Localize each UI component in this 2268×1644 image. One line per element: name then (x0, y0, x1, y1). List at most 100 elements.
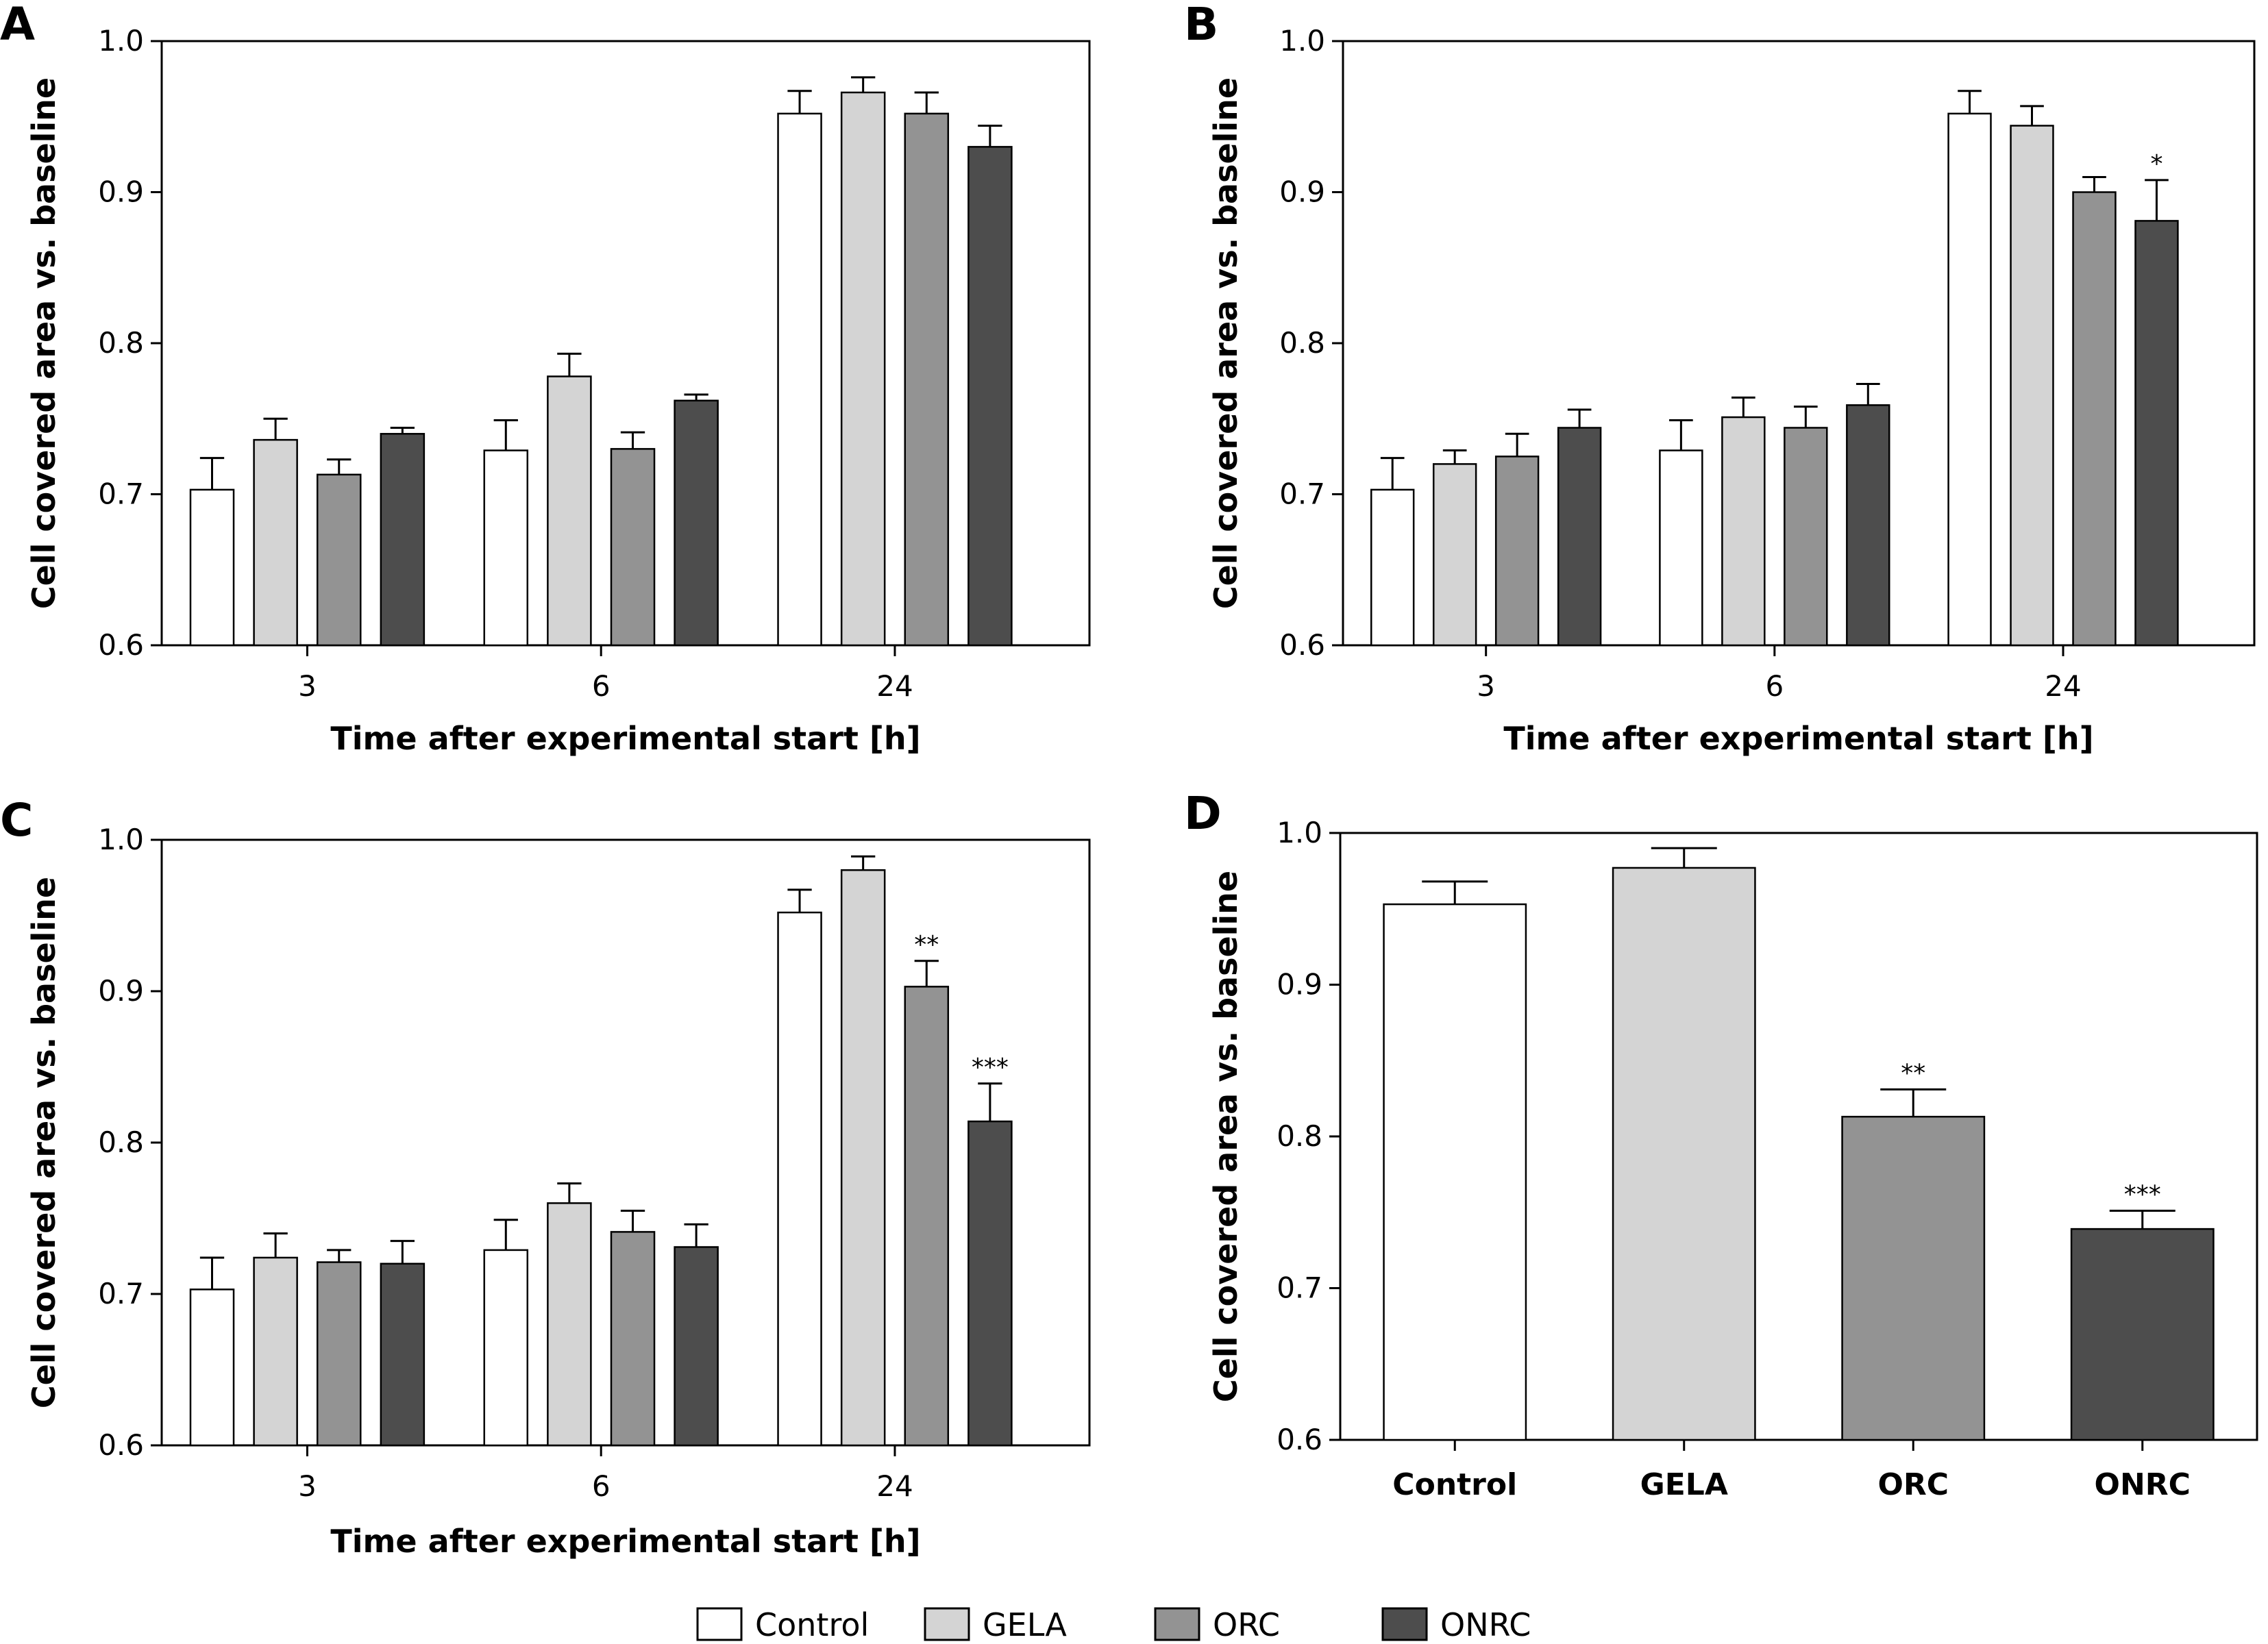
x-tick-label: ORC (1877, 1467, 1949, 1502)
y-tick-label: 0.9 (1277, 968, 1322, 1001)
x-tick-label: 3 (1477, 669, 1495, 703)
panel-letter: A (0, 0, 35, 51)
significance-label: ** (914, 931, 939, 959)
bar (189, 488, 235, 647)
bar (777, 911, 822, 1447)
bar (2134, 220, 2179, 647)
panel-a: A 0.6 0.7 0.8 0.9 1.0 Cell covered area vs. ba… (0, 0, 1091, 757)
bar (1841, 1115, 1986, 1441)
bar (547, 1202, 592, 1447)
bar (1494, 456, 1540, 647)
bar (674, 1246, 719, 1447)
x-axis-label: Time after experimental start [h] (330, 1523, 920, 1560)
panel-d: D 0.6 0.7 0.8 0.9 1.0 Cell covered area vs. ba… (1184, 787, 2258, 1502)
y-axis-label: Cell covered area vs. baseline (25, 77, 62, 609)
bar (2070, 1228, 2215, 1441)
bar (316, 473, 362, 647)
bar (483, 1249, 529, 1447)
x-tick-label: Control (1392, 1467, 1517, 1502)
y-tick-label: 1.0 (1279, 24, 1325, 58)
bar (316, 1261, 362, 1447)
bar (380, 433, 426, 647)
y-tick-label: 0.6 (1277, 1423, 1322, 1456)
x-tick-label: 6 (1765, 669, 1784, 703)
y-tick-label: 0.6 (1279, 628, 1325, 662)
y-tick-label: 0.7 (98, 1277, 144, 1310)
significance-label: *** (972, 1054, 1009, 1082)
bar (1846, 404, 1890, 647)
legend-swatch (1154, 1607, 1200, 1641)
bar (610, 1231, 656, 1447)
y-tick-label: 0.8 (1277, 1119, 1322, 1153)
y-tick-label: 0.8 (1279, 326, 1325, 360)
bar (1659, 449, 1703, 647)
y-tick-label: 0.7 (98, 477, 144, 511)
legend-label: Control (755, 1606, 869, 1643)
legend: Control GELA ORC ONRC (696, 1606, 1531, 1643)
bar (1612, 867, 1756, 1441)
legend-label: GELA (983, 1606, 1067, 1643)
bar (674, 399, 719, 647)
legend-swatch (696, 1607, 743, 1641)
bar (1557, 427, 1602, 647)
x-tick-label: 6 (592, 669, 611, 703)
bar (1370, 488, 1415, 647)
bar (967, 1120, 1013, 1447)
bar (777, 112, 822, 647)
panel-letter: B (1184, 0, 1218, 51)
y-tick-label: 0.6 (98, 628, 144, 662)
legend-label: ORC (1213, 1606, 1280, 1643)
panel-letter: C (0, 794, 33, 847)
y-tick-label: 0.9 (98, 974, 144, 1008)
bar (1784, 427, 1828, 647)
y-axis-label: Cell covered area vs. baseline (1207, 77, 1244, 609)
bar (610, 448, 656, 647)
bar (904, 986, 950, 1447)
legend-swatch (924, 1607, 970, 1641)
y-tick-label: 0.8 (98, 326, 144, 360)
bar (189, 1288, 235, 1447)
y-tick-label: 0.8 (98, 1125, 144, 1159)
bar (967, 146, 1013, 647)
x-tick-label: 24 (876, 1469, 913, 1503)
x-tick-label: GELA (1640, 1467, 1728, 1502)
x-tick-label: ONRC (2095, 1467, 2191, 1502)
legend-swatch (1381, 1607, 1428, 1641)
x-tick-label: 3 (298, 1469, 317, 1503)
y-tick-label: 1.0 (98, 823, 144, 856)
x-axis-label: Time after experimental start [h] (1503, 720, 2093, 757)
significance-label: *** (2124, 1181, 2161, 1209)
bar (1947, 112, 1992, 647)
bar (380, 1262, 426, 1447)
significance-label: * (2150, 150, 2162, 178)
y-tick-label: 0.9 (98, 175, 144, 209)
bar (1383, 903, 1527, 1441)
bar (904, 112, 950, 647)
significance-label: ** (1901, 1059, 1925, 1087)
bar (483, 449, 529, 647)
bar (2010, 125, 2054, 647)
x-tick-label: 24 (876, 669, 913, 703)
bar (253, 1256, 298, 1447)
bar (840, 91, 886, 647)
bar (840, 869, 886, 1447)
panel-letter: D (1184, 787, 1222, 840)
legend-label: ONRC (1440, 1606, 1531, 1643)
y-axis-label: Cell covered area vs. baseline (1207, 871, 1244, 1402)
bar (547, 375, 592, 647)
y-tick-label: 1.0 (1277, 816, 1322, 849)
y-tick-label: 0.6 (98, 1428, 144, 1462)
x-tick-label: 24 (2045, 669, 2081, 703)
bar (1432, 463, 1477, 647)
x-axis-label: Time after experimental start [h] (330, 720, 920, 757)
bar (1721, 416, 1766, 647)
x-tick-label: 6 (592, 1469, 611, 1503)
panel-b: B 0.6 0.7 0.8 0.9 1.0 Cell covered area vs. ba… (1184, 0, 2256, 757)
y-tick-label: 0.9 (1279, 175, 1325, 209)
bar (2072, 191, 2117, 647)
x-tick-label: 3 (298, 669, 317, 703)
panel-c: C 0.6 0.7 0.8 0.9 1.0 Cell covered area vs. ba… (0, 794, 1091, 1560)
y-axis-label: Cell covered area vs. baseline (25, 877, 62, 1408)
y-tick-label: 1.0 (98, 24, 144, 58)
